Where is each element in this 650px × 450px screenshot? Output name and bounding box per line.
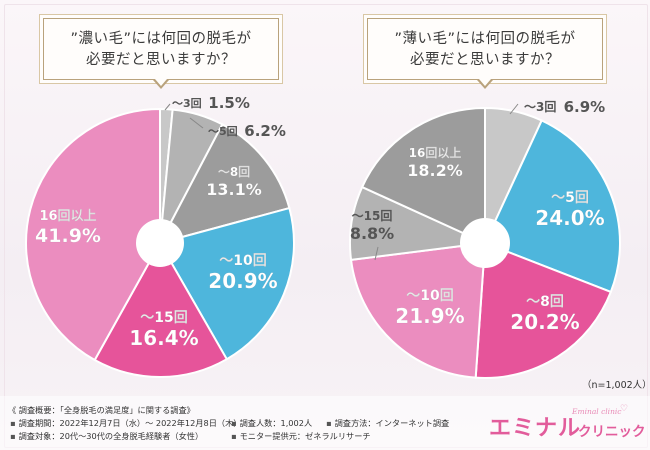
survey-overview: 《 調査概要：「全身脱毛の満足度」に関する調査》 — [8, 405, 195, 415]
slice-value-label: 20.2% — [510, 310, 579, 334]
slice-category-label: 〜5回 — [208, 124, 238, 138]
slice-category-label: 〜15回 — [140, 310, 187, 326]
slice-value-label: 8.8% — [350, 224, 394, 243]
pie-slice — [93, 240, 229, 378]
pie-slice — [349, 241, 487, 379]
slice-value-label: 41.9% — [35, 225, 101, 247]
callout-line — [164, 103, 171, 111]
survey-provider: モニター提供元：ゼネラルリサーチ — [231, 430, 371, 442]
chart-title-line2: 必要だと思いますか？ — [410, 52, 560, 68]
survey-period: 調査期間：2022年12月7日（水）〜 2022年12月8日（木） — [10, 417, 242, 429]
callout-line — [189, 117, 204, 129]
clinic-logo-script: Eminal clinic — [572, 407, 622, 416]
chart-title-line1: ”濃い毛”には何回の脱毛が — [70, 31, 252, 47]
slice-value-label: 20.9% — [208, 269, 277, 293]
survey-target: 調査対象：20代〜30代の全身脱毛経験者（女性） — [10, 430, 204, 442]
pie-slice — [474, 241, 613, 379]
pie-slice — [158, 123, 291, 245]
title-pointer-inner-icon — [155, 79, 167, 86]
clinic-logo: エミナル — [489, 416, 582, 441]
slice-value-label: 6.9% — [564, 98, 606, 116]
pie-slice — [158, 206, 295, 361]
chart-title-line2: 必要だと思いますか？ — [86, 52, 236, 68]
pie-slice — [360, 106, 486, 245]
slice-value-label: 1.5% — [208, 94, 250, 112]
sample-size-note: （n=1,002人） — [582, 380, 650, 391]
title-pointer-inner-icon — [479, 79, 491, 86]
callout-line — [374, 246, 379, 261]
slice-category-label: 〜3回 — [524, 100, 556, 114]
slice-category-label: 〜10回 — [219, 253, 266, 269]
slice-value-label: 24.0% — [535, 206, 604, 230]
pie-slice — [25, 107, 161, 362]
pie-center-hole — [460, 218, 510, 268]
slice-category-label: 〜15回 — [352, 209, 393, 223]
slice-value-label: 16.4% — [129, 326, 198, 350]
pie-slice — [483, 119, 621, 294]
slice-category-label: 〜10回 — [406, 288, 453, 304]
slice-value-label: 6.2% — [244, 122, 286, 140]
clinic-logo-sub: クリニック — [578, 424, 646, 440]
slice-category-label: 〜8回 — [526, 294, 564, 310]
slice-category-label: 16回以上 — [39, 209, 96, 224]
slice-category-label: 16回以上 — [409, 145, 462, 160]
survey-respondents: 調査人数：1,002人 — [231, 417, 313, 429]
callout-line — [509, 103, 519, 115]
chart-title-line1: ”薄い毛”には何回の脱毛が — [394, 31, 576, 47]
pie-center-hole — [136, 219, 184, 267]
survey-footer: 《 調査概要：「全身脱毛の満足度」に関する調査》 調査期間：2022年12月7日… — [0, 396, 650, 450]
slice-value-label: 21.9% — [395, 304, 464, 328]
slice-category-label: 〜5回 — [551, 190, 589, 206]
slice-value-label: 18.2% — [407, 161, 463, 180]
slice-value-label: 13.1% — [206, 180, 262, 199]
slice-category-label: 〜3回 — [172, 96, 202, 110]
heart-icon: ♡ — [620, 404, 629, 414]
survey-method: 調査方法：インターネット調査 — [326, 417, 450, 429]
slice-category-label: 〜8回 — [218, 165, 250, 179]
